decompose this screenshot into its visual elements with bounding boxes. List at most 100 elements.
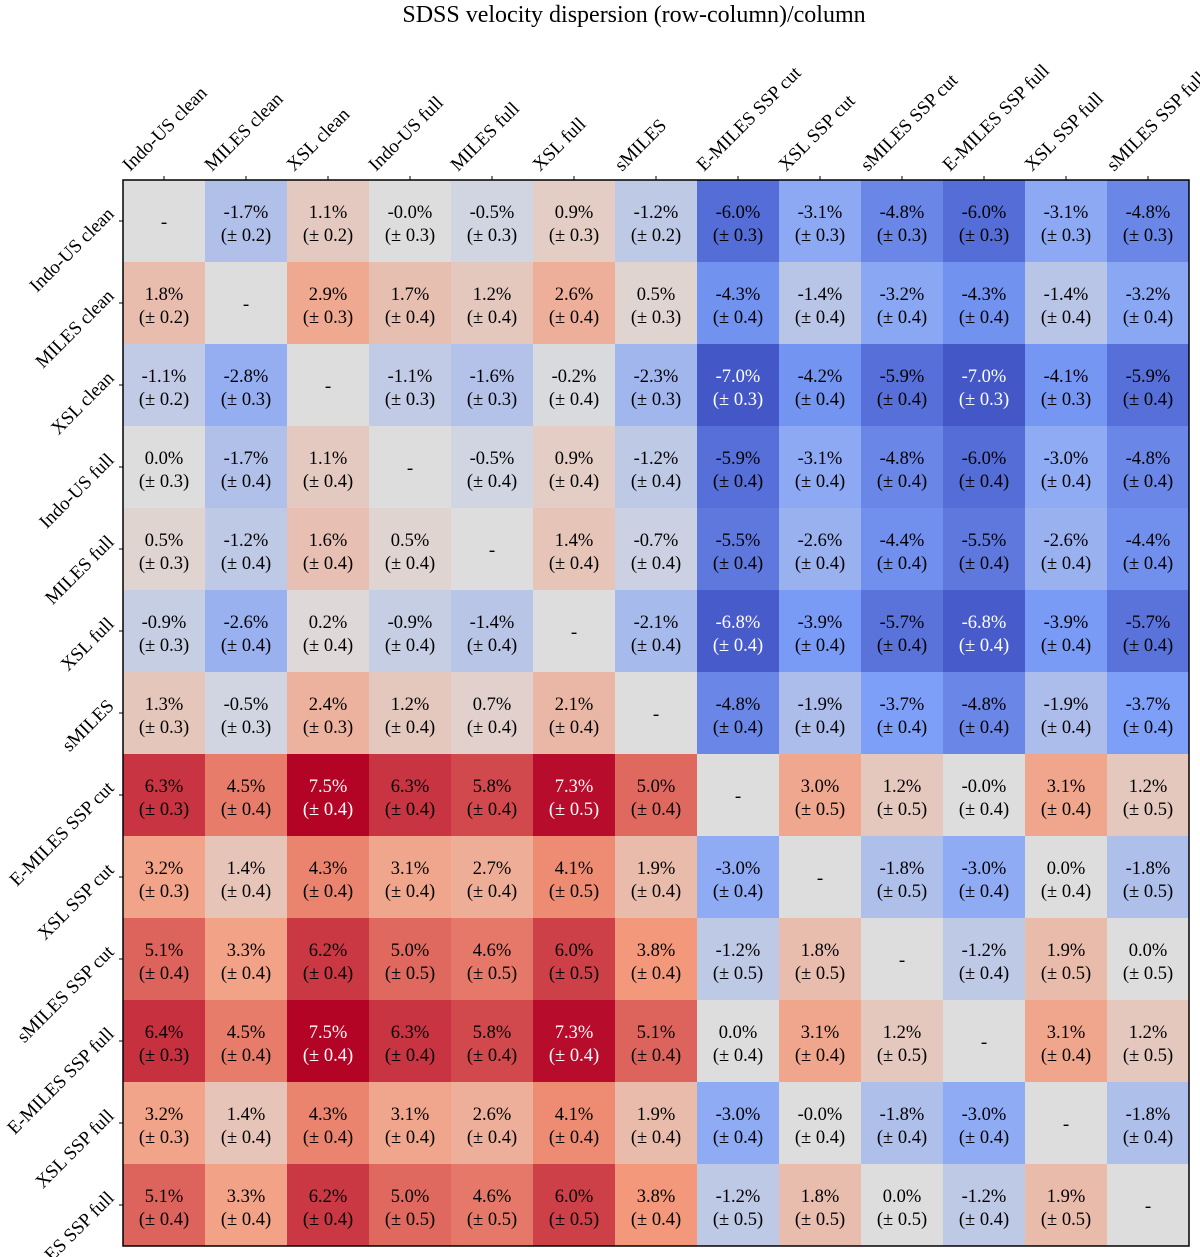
cell-diagonal-label: - (981, 1032, 987, 1053)
cell-error-label: (± 0.4) (631, 472, 681, 492)
cell-error-label: (± 0.4) (467, 882, 517, 902)
cell-error-label: (± 0.4) (303, 1128, 353, 1148)
column-label: sMILES (611, 115, 671, 175)
heatmap-cell (943, 344, 1026, 427)
cell-value-label: 1.8% (801, 1187, 840, 1207)
cell-value-label: -3.0% (1044, 449, 1089, 469)
heatmap-cell (533, 262, 616, 345)
cell-value-label: -5.9% (1126, 367, 1171, 387)
cell-error-label: (± 0.4) (1041, 308, 1091, 328)
cell-error-label: (± 0.5) (1041, 1210, 1091, 1230)
heatmap-cell (697, 180, 780, 263)
column-label: sMILES SSP full (1103, 68, 1200, 176)
cell-error-label: (± 0.4) (303, 964, 353, 984)
cell-value-label: -1.4% (1044, 285, 1089, 305)
heatmap-cell (615, 672, 698, 755)
cell-error-label: (± 0.3) (139, 882, 189, 902)
cell-error-label: (± 0.4) (631, 1128, 681, 1148)
cell-error-label: (± 0.4) (303, 882, 353, 902)
cell-value-label: -1.8% (880, 1105, 925, 1125)
heatmap-cell (369, 344, 452, 427)
row-label: MILES full (41, 532, 118, 609)
cell-error-label: (± 0.2) (631, 226, 681, 246)
heatmap-cell (287, 262, 370, 345)
cell-error-label: (± 0.5) (877, 882, 927, 902)
heatmap-cell (861, 836, 944, 919)
cell-error-label: (± 0.3) (959, 390, 1009, 410)
cell-value-label: 5.1% (145, 1187, 184, 1207)
heatmap-cell (451, 508, 534, 591)
heatmap-cell (451, 262, 534, 345)
cell-value-label: 5.8% (473, 1023, 512, 1043)
cell-error-label: (± 0.4) (1123, 472, 1173, 492)
heatmap-cell (205, 754, 288, 837)
cell-value-label: 0.9% (555, 203, 594, 223)
heatmap-cell (123, 344, 206, 427)
cell-value-label: -6.0% (716, 203, 761, 223)
cell-diagonal-label: - (1145, 1196, 1151, 1217)
cell-diagonal-label: - (489, 540, 495, 561)
heatmap-cell (123, 508, 206, 591)
cell-error-label: (± 0.4) (385, 1128, 435, 1148)
cell-error-label: (± 0.4) (1041, 554, 1091, 574)
cell-value-label: -4.3% (962, 285, 1007, 305)
cell-error-label: (± 0.3) (959, 226, 1009, 246)
heatmap-cell (205, 918, 288, 1001)
cell-error-label: (± 0.4) (959, 718, 1009, 738)
cell-value-label: -5.7% (880, 613, 925, 633)
heatmap-cell (123, 180, 206, 263)
heatmap-cell (205, 590, 288, 673)
heatmap-cell (943, 180, 1026, 263)
cell-error-label: (± 0.5) (1123, 964, 1173, 984)
cell-error-label: (± 0.4) (1041, 472, 1091, 492)
cell-value-label: 1.2% (1129, 1023, 1168, 1043)
cell-error-label: (± 0.4) (549, 308, 599, 328)
cell-value-label: -3.7% (1126, 695, 1171, 715)
cell-error-label: (± 0.2) (221, 226, 271, 246)
cell-value-label: -0.9% (142, 613, 187, 633)
cell-value-label: 3.1% (391, 1105, 430, 1125)
heatmap-cell (533, 180, 616, 263)
cell-error-label: (± 0.3) (139, 554, 189, 574)
cell-error-label: (± 0.4) (1041, 800, 1091, 820)
cell-value-label: 1.3% (145, 695, 184, 715)
heatmap-cell (1025, 918, 1108, 1001)
heatmap-cell (369, 836, 452, 919)
cell-value-label: -1.2% (224, 531, 269, 551)
heatmap-cell (861, 1000, 944, 1083)
heatmap-cell (451, 180, 534, 263)
heatmap-cell (943, 426, 1026, 509)
heatmap-cell (287, 672, 370, 755)
cell-value-label: 4.1% (555, 1105, 594, 1125)
cell-diagonal-label: - (899, 950, 905, 971)
heatmap-cell (943, 918, 1026, 1001)
cell-value-label: 4.1% (555, 859, 594, 879)
cell-value-label: 1.2% (1129, 777, 1168, 797)
cell-value-label: -2.8% (224, 367, 269, 387)
cell-error-label: (± 0.3) (139, 800, 189, 820)
heatmap-cell (287, 344, 370, 427)
column-label: XSL full (529, 114, 591, 176)
cell-error-label: (± 0.5) (877, 800, 927, 820)
cell-error-label: (± 0.5) (713, 1210, 763, 1230)
cell-value-label: 1.4% (227, 1105, 266, 1125)
heatmap-cell (697, 836, 780, 919)
heatmap-cell (369, 262, 452, 345)
cell-value-label: 5.0% (637, 777, 676, 797)
heatmap-cell (1025, 344, 1108, 427)
cell-value-label: 0.0% (145, 449, 184, 469)
cell-error-label: (± 0.4) (549, 1046, 599, 1066)
cell-value-label: -6.0% (962, 203, 1007, 223)
heatmap-cell (1025, 1000, 1108, 1083)
cell-value-label: -0.2% (552, 367, 597, 387)
cell-value-label: -1.9% (1044, 695, 1089, 715)
cell-error-label: (± 0.4) (221, 800, 271, 820)
cell-value-label: 4.3% (309, 1105, 348, 1125)
heatmap-cell (1107, 590, 1190, 673)
cell-value-label: 3.1% (1047, 1023, 1086, 1043)
heatmap-cell (369, 1082, 452, 1165)
cell-error-label: (± 0.4) (959, 472, 1009, 492)
cell-value-label: 4.6% (473, 1187, 512, 1207)
cell-value-label: 7.3% (555, 1023, 594, 1043)
cell-value-label: 6.2% (309, 1187, 348, 1207)
